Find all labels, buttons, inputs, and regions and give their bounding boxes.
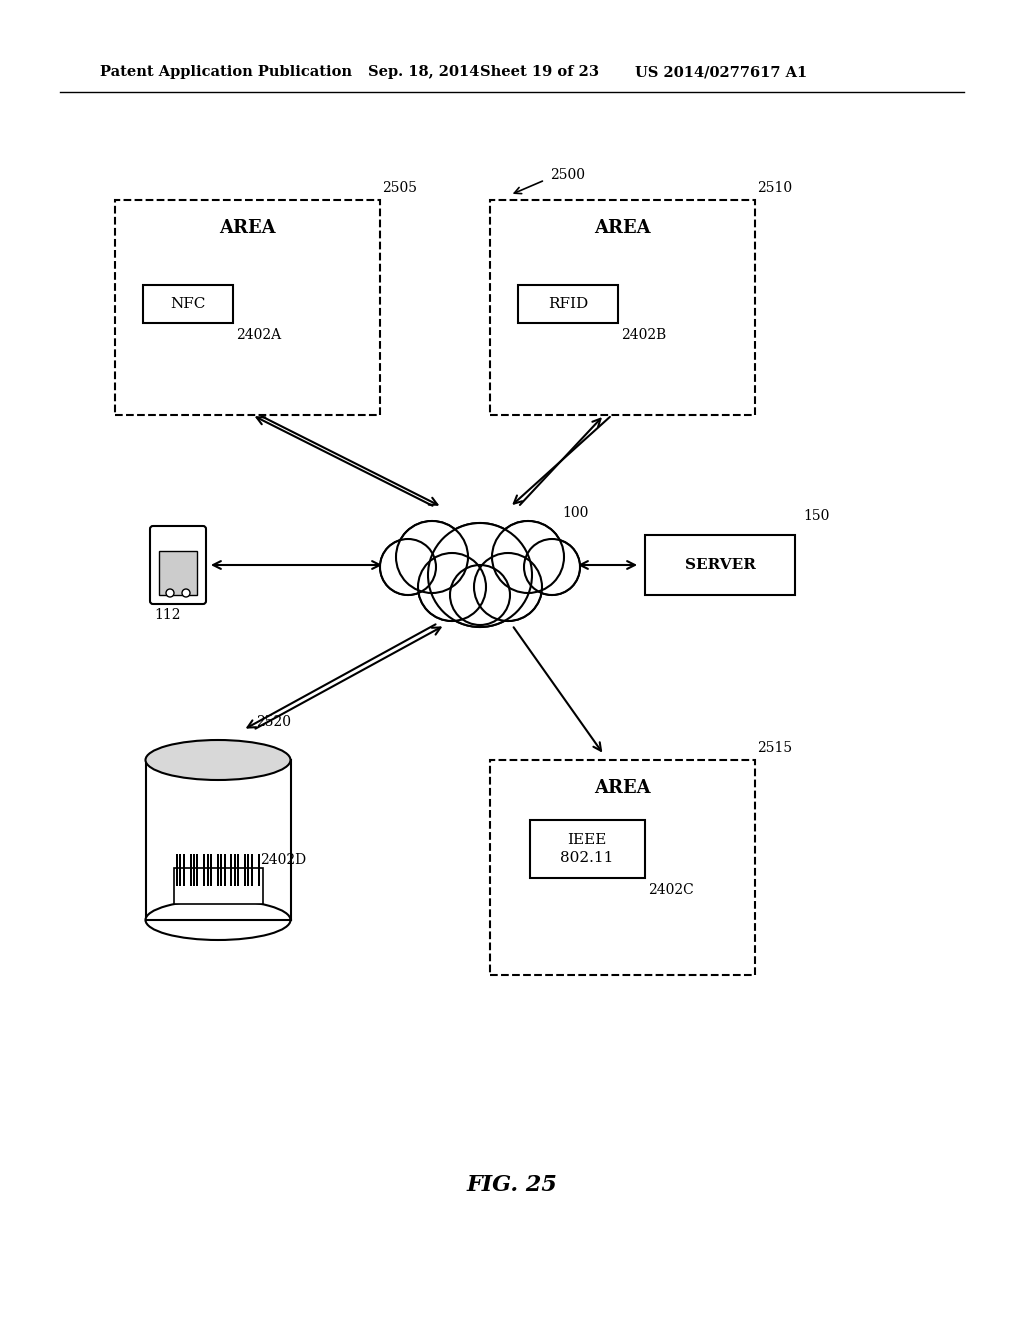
Text: 112: 112 (155, 609, 181, 622)
Circle shape (166, 589, 174, 597)
Text: SERVER: SERVER (685, 558, 756, 572)
Bar (233, 854, 236, 886)
Bar (217, 854, 219, 886)
Bar (223, 854, 225, 886)
Circle shape (382, 540, 434, 594)
Circle shape (492, 521, 564, 593)
Bar (189, 854, 191, 886)
Bar (220, 854, 222, 886)
Circle shape (524, 539, 580, 595)
Bar (207, 854, 209, 886)
Bar (197, 854, 199, 886)
Bar (518, 285, 618, 323)
Bar (203, 854, 205, 886)
Bar (230, 854, 232, 886)
Bar (238, 854, 240, 886)
Circle shape (494, 523, 562, 591)
Circle shape (418, 553, 486, 620)
Bar (530, 820, 645, 878)
Ellipse shape (145, 900, 291, 940)
Circle shape (182, 589, 190, 597)
Circle shape (428, 523, 532, 627)
Bar (176, 854, 178, 886)
Text: 2505: 2505 (382, 181, 417, 195)
Circle shape (525, 540, 579, 594)
Bar (193, 854, 195, 886)
Text: 2402C: 2402C (648, 883, 693, 898)
Text: Patent Application Publication: Patent Application Publication (100, 65, 352, 79)
Circle shape (474, 553, 542, 620)
Text: 100: 100 (562, 506, 589, 520)
Text: Sep. 18, 2014: Sep. 18, 2014 (368, 65, 479, 79)
Text: 150: 150 (803, 510, 829, 523)
Bar (490, 760, 755, 975)
Text: 2510: 2510 (757, 181, 793, 195)
Bar (258, 854, 260, 886)
Circle shape (420, 554, 484, 619)
Text: US 2014/0277617 A1: US 2014/0277617 A1 (635, 65, 807, 79)
Bar (183, 854, 185, 886)
Circle shape (450, 565, 510, 624)
Bar (645, 535, 795, 595)
Text: FIG. 25: FIG. 25 (467, 1173, 557, 1196)
Circle shape (380, 539, 436, 595)
Bar (179, 854, 181, 886)
Bar (210, 854, 212, 886)
Text: NFC: NFC (170, 297, 206, 312)
Ellipse shape (145, 741, 291, 780)
Bar (159, 550, 197, 595)
Text: AREA: AREA (219, 219, 275, 238)
Circle shape (452, 566, 509, 623)
Text: IEEE
802.11: IEEE 802.11 (560, 833, 613, 865)
Bar (143, 285, 233, 323)
Text: RFID: RFID (548, 297, 588, 312)
Circle shape (397, 523, 467, 591)
Text: 2520: 2520 (256, 715, 291, 729)
Bar (174, 869, 263, 904)
Text: 2402A: 2402A (236, 327, 282, 342)
Bar (251, 854, 253, 886)
Text: 2515: 2515 (757, 741, 793, 755)
Bar (490, 201, 755, 414)
Text: 2402D: 2402D (260, 853, 306, 867)
Bar (115, 201, 380, 414)
Bar (145, 760, 291, 920)
Circle shape (429, 524, 530, 626)
Circle shape (396, 521, 468, 593)
Text: 2500: 2500 (550, 168, 585, 182)
FancyBboxPatch shape (150, 525, 206, 605)
Text: AREA: AREA (594, 779, 650, 797)
Text: 2402B: 2402B (621, 327, 667, 342)
Bar (248, 854, 250, 886)
Bar (244, 854, 246, 886)
Text: AREA: AREA (594, 219, 650, 238)
Text: Sheet 19 of 23: Sheet 19 of 23 (480, 65, 599, 79)
Circle shape (475, 554, 541, 619)
